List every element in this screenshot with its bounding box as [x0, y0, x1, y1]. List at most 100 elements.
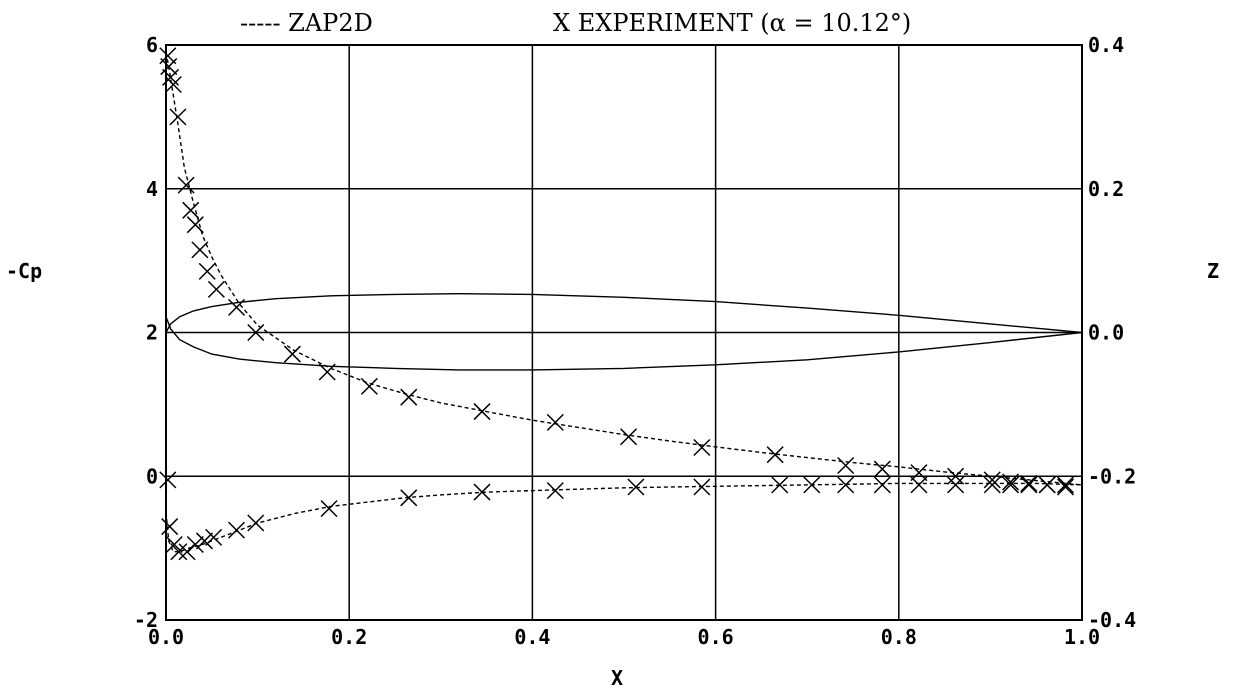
x-marker-stroke — [1020, 476, 1038, 494]
experiment-point — [473, 483, 491, 501]
experiment-point — [164, 76, 182, 94]
experiment-point — [620, 428, 638, 446]
x-axis-label: X — [611, 666, 623, 690]
y2-axis-label: Z — [1207, 259, 1219, 283]
experiment-point — [169, 108, 187, 126]
x-marker-stroke — [159, 471, 177, 489]
y-tick-label: 2 — [146, 321, 158, 345]
experiment-point — [910, 476, 928, 494]
y-tick-label: -2 — [134, 608, 158, 632]
experiment-point — [983, 476, 1001, 494]
experiment-point — [910, 464, 928, 482]
x-marker-stroke — [160, 58, 178, 76]
x-marker-stroke — [983, 471, 1001, 489]
experiment-point — [247, 514, 265, 532]
x-tick-label: 0.0 — [148, 625, 184, 649]
experiment-point — [186, 216, 204, 234]
airfoil-curve — [165, 292, 1083, 334]
x-marker-stroke — [627, 478, 645, 496]
tick-labels: 0.0 0.2 0.4 0.6 0.8 1.0 -2 0 2 4 6 -0.4 -0.2 0.0 0.2 0.… — [134, 33, 1136, 649]
x-marker-stroke — [546, 482, 564, 500]
experiment-point — [837, 476, 855, 494]
experiment-point — [803, 476, 821, 494]
experiment-point — [627, 478, 645, 496]
x-marker-stroke — [191, 241, 209, 259]
experiment-point — [360, 377, 378, 395]
x-marker-stroke — [693, 438, 711, 457]
experiment-point — [766, 446, 784, 464]
x-marker-stroke — [766, 446, 784, 464]
experiment-point — [320, 500, 338, 518]
experiment-point — [318, 363, 336, 381]
x-marker-stroke — [473, 483, 491, 501]
legend-marker-label: X EXPERIMENT (α = 10.12°) — [553, 9, 911, 37]
x-marker-stroke — [186, 536, 204, 554]
experiment-point — [1020, 476, 1038, 494]
experiment-point — [205, 528, 223, 546]
experiment-point — [182, 201, 200, 219]
experiment-point — [162, 68, 180, 86]
x-tick-label: 0.4 — [514, 625, 550, 649]
experiment-point — [983, 471, 1001, 489]
x-marker-stroke — [803, 476, 821, 494]
y-tick-label: 6 — [146, 33, 158, 57]
experiment-point — [1038, 476, 1056, 494]
zap2d-curve — [165, 482, 1083, 553]
x-marker-stroke — [205, 528, 223, 546]
x-marker-stroke — [169, 108, 187, 126]
x-marker-stroke — [182, 201, 200, 219]
x-marker-stroke — [360, 377, 378, 395]
y2-tick-label: -0.4 — [1088, 608, 1136, 632]
x-marker-stroke — [983, 476, 1001, 494]
x-tick-label: 0.8 — [881, 625, 917, 649]
experiment-point — [837, 456, 855, 474]
x-marker-stroke — [910, 476, 928, 494]
experiment-point — [247, 323, 265, 342]
experiment-point — [546, 482, 564, 500]
x-marker-stroke — [693, 478, 711, 496]
x-marker-stroke — [228, 298, 246, 316]
x-marker-stroke — [195, 532, 214, 550]
experiment-point — [160, 58, 178, 76]
x-marker-stroke — [186, 216, 204, 234]
experiment-point — [1020, 474, 1038, 492]
x-marker-stroke — [947, 467, 965, 485]
experiment-point — [195, 532, 214, 550]
x-marker-stroke — [1002, 473, 1020, 491]
x-marker-stroke — [1056, 478, 1075, 496]
x-marker-stroke — [1056, 476, 1075, 494]
y2-tick-label: 0.0 — [1088, 321, 1124, 345]
experiment-point — [207, 280, 225, 298]
experiment-point — [947, 476, 965, 494]
x-marker-stroke — [873, 460, 891, 478]
x-marker-stroke — [1038, 476, 1056, 494]
x-marker-stroke — [247, 514, 265, 532]
y-tick-label: 4 — [146, 177, 158, 201]
x-marker-stroke — [198, 262, 216, 280]
experiment-point — [947, 467, 965, 485]
x-marker-stroke — [165, 536, 183, 554]
y-axis-label: -Cp — [6, 259, 42, 283]
x-tick-label: 1.0 — [1064, 625, 1100, 649]
x-marker-stroke — [546, 413, 564, 431]
experiment-point — [1002, 473, 1020, 491]
legend-line-label: ----- ZAP2D — [240, 9, 373, 37]
experiment-point — [161, 518, 179, 536]
experiment-point — [159, 471, 177, 489]
experiment-point — [170, 543, 188, 561]
x-marker-stroke — [400, 489, 418, 507]
x-tick-label: 0.6 — [698, 625, 734, 649]
experiment-point — [473, 403, 491, 421]
experiment-point — [283, 345, 301, 363]
x-marker-stroke — [162, 68, 180, 86]
experiment-point — [1056, 478, 1075, 496]
experiment-point — [873, 460, 891, 478]
x-marker-stroke — [247, 323, 265, 342]
x-marker-stroke — [1002, 476, 1020, 494]
x-marker-stroke — [837, 476, 855, 494]
experiment-markers — [159, 47, 1075, 561]
experiment-point — [177, 176, 195, 194]
y2-tick-label: 0.2 — [1088, 177, 1124, 201]
experiment-point — [873, 476, 891, 494]
